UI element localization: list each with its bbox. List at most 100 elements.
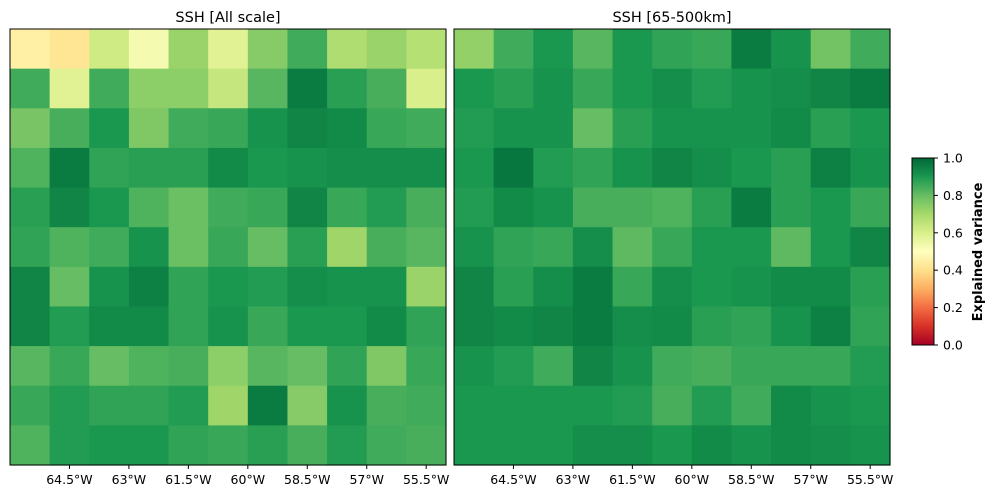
heatmap-cell: [533, 147, 574, 189]
heatmap-cell: [49, 266, 90, 308]
heatmap-cell: [572, 147, 614, 189]
heatmap-cell: [691, 266, 733, 308]
heatmap-cell: [612, 385, 653, 426]
heatmap-cell: [287, 306, 328, 347]
heatmap-cell: [771, 147, 812, 189]
heatmap-cell: [168, 108, 209, 149]
heatmap-cell: [731, 425, 772, 466]
heatmap-cell: [771, 187, 812, 228]
heatmap-cell: [533, 108, 574, 149]
heatmap-cell: [10, 385, 51, 426]
heatmap-cell: [287, 425, 328, 466]
heatmap-cell: [691, 385, 733, 426]
heatmap-cell: [850, 227, 891, 268]
heatmap-cell: [533, 227, 574, 268]
heatmap-cell: [168, 147, 209, 189]
heatmap-cell: [493, 227, 534, 268]
heatmap-cell: [287, 385, 328, 426]
heatmap-cell: [771, 266, 812, 308]
heatmap-cell: [771, 385, 812, 426]
heatmap-cell: [572, 108, 614, 149]
heatmap-cell: [49, 346, 90, 387]
heatmap-cell: [731, 147, 772, 189]
heatmap-cell: [128, 385, 170, 426]
plot-frame: [453, 28, 891, 466]
heatmap-cell: [208, 29, 249, 70]
x-axis-ticks: 64.5°W 63°W 61.5°W 60°W 58.5°W 57°W 55.5°W: [490, 465, 893, 487]
heatmap-cell: [327, 29, 368, 70]
heatmap-cell: [89, 147, 130, 189]
heatmap-cell: [89, 306, 130, 347]
x-tick-label: 57°W: [349, 472, 384, 487]
heatmap-cell: [208, 266, 249, 308]
heatmap-cell: [454, 187, 495, 228]
x-tick-label: 64.5°W: [490, 472, 536, 487]
heatmap-cell: [128, 306, 170, 347]
heatmap-cell: [89, 29, 130, 70]
heatmap-cell: [247, 29, 289, 70]
heatmap-cell: [366, 68, 407, 109]
heatmap-cell: [327, 147, 368, 189]
heatmap-cell: [168, 29, 209, 70]
heatmap-cell: [612, 346, 653, 387]
heatmap-cell: [10, 346, 51, 387]
heatmap-cell: [406, 187, 447, 228]
x-tick-label: 58.5°W: [284, 472, 330, 487]
heatmap-cell: [287, 266, 328, 308]
heatmap-cell: [652, 68, 693, 109]
heatmap-cell: [652, 227, 693, 268]
heatmap-cell: [10, 29, 51, 70]
heatmap-cell: [10, 227, 51, 268]
heatmap-cell: [771, 108, 812, 149]
heatmap-cell: [850, 108, 891, 149]
heatmap-cell: [89, 346, 130, 387]
heatmap-cell: [454, 425, 495, 466]
heatmap-cell: [49, 187, 90, 228]
heatmap-cell: [731, 227, 772, 268]
heatmap-cell: [89, 187, 130, 228]
colorbar-tick-label: 0.6: [943, 225, 963, 240]
heatmap-cell: [49, 108, 90, 149]
heatmap-cell: [89, 266, 130, 308]
heatmap-cell: [493, 68, 534, 109]
heatmap-cell: [652, 29, 693, 70]
heatmap-cell: [454, 385, 495, 426]
heatmap-cell: [247, 108, 289, 149]
heatmap-cell: [208, 108, 249, 149]
heatmap-cell: [810, 187, 851, 228]
heatmap-cell: [366, 147, 407, 189]
heatmap-cell: [406, 346, 447, 387]
heatmap-cell: [247, 266, 289, 308]
heatmap-cell: [287, 346, 328, 387]
heatmap-cell: [366, 425, 407, 466]
x-tick-label: 63°W: [556, 472, 591, 487]
heatmap-cell: [366, 385, 407, 426]
heatmap-cell: [208, 68, 249, 109]
colorbar-label: Explained variance: [971, 182, 986, 321]
heatmap-cell: [406, 385, 447, 426]
heatmap-cell: [731, 29, 772, 70]
heatmap-cell: [49, 306, 90, 347]
heatmap-cell: [287, 108, 328, 149]
heatmap-cell: [49, 385, 90, 426]
heatmap-cell: [731, 266, 772, 308]
heatmap-cell: [327, 68, 368, 109]
heatmap-cell: [691, 29, 733, 70]
heatmap-cell: [731, 108, 772, 149]
heatmap-cell: [850, 29, 891, 70]
heatmap-cell: [366, 306, 407, 347]
heatmap-cell: [327, 385, 368, 426]
heatmap-cell: [850, 266, 891, 308]
heatmap-cell: [287, 29, 328, 70]
heatmap-cell: [810, 266, 851, 308]
heatmap-cell: [327, 306, 368, 347]
heatmap-cell: [406, 227, 447, 268]
heatmap-cell: [652, 147, 693, 189]
heatmap-cell: [731, 346, 772, 387]
heatmap-cell: [10, 306, 51, 347]
heatmap-cell: [128, 227, 170, 268]
heatmap-cell: [128, 266, 170, 308]
heatmap-cell: [771, 68, 812, 109]
x-axis-ticks: 64.5°W 63°W 61.5°W 60°W 58.5°W 57°W 55.5°W: [46, 465, 449, 487]
heatmap-cell: [572, 425, 614, 466]
